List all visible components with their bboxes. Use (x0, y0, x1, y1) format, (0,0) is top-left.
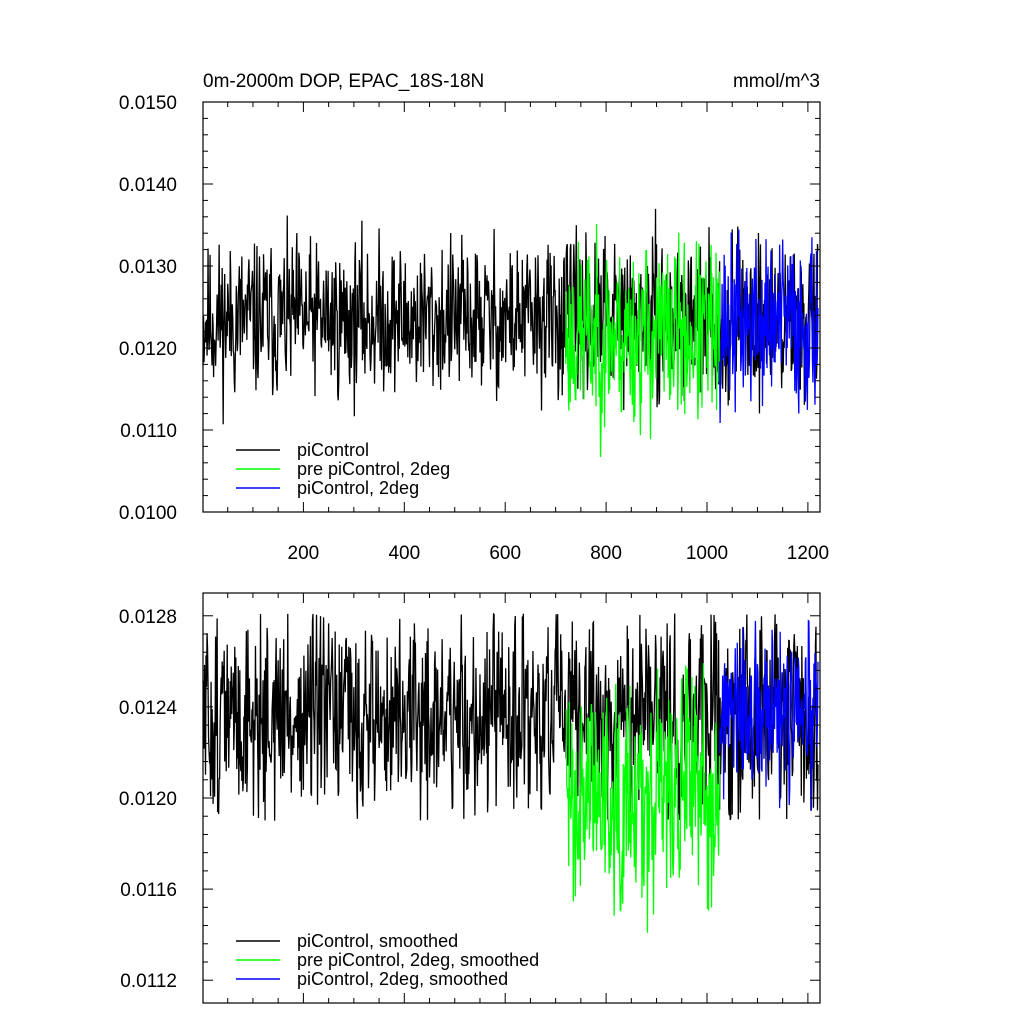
tick-label-layer: 0.0100 0.0110 0.0120 0.0130 0.0140 0.0150 200 4… (119, 93, 829, 564)
series-line-0 (202, 612, 819, 821)
top-panel: 0m-2000m DOP, EPAC_18S-18N mmol/m^3 0.01… (119, 71, 829, 564)
y-tick-label: 0.0130 (119, 257, 177, 278)
series-line-1 (565, 663, 721, 933)
chart-title: 0m-2000m DOP, EPAC_18S-18N (203, 71, 484, 92)
legend-label: pre piControl, 2deg (297, 459, 450, 479)
y-tick-label: 0.0124 (119, 698, 178, 719)
y-tick-label: 0.0110 (120, 421, 177, 442)
y-tick-label: 0.0150 (119, 93, 177, 114)
y-tick-label: 0.0120 (119, 789, 177, 810)
bottom-panel: 0.0112 0.0116 0.0120 0.0124 0.0128 piControl… (119, 592, 821, 1004)
series-layer (202, 612, 819, 933)
y-tick-label: 0.0140 (119, 175, 177, 196)
y-tick-label: 0.0128 (119, 607, 177, 628)
tick-layer (203, 593, 820, 1003)
series-line-2 (718, 229, 819, 424)
x-tick-label: 1200 (787, 543, 829, 564)
legend-label: piControl, smoothed (297, 931, 458, 951)
x-tick-label: 400 (388, 543, 420, 564)
x-tick-label: 1000 (686, 543, 728, 564)
legend-label: piControl (297, 440, 369, 460)
legend-label: piControl, 2deg, smoothed (297, 969, 508, 989)
x-tick-label: 200 (288, 543, 320, 564)
legend-label: pre piControl, 2deg, smoothed (297, 950, 539, 970)
units-label: mmol/m^3 (733, 71, 820, 92)
y-tick-label: 0.0120 (119, 339, 177, 360)
series-line-0 (202, 208, 819, 425)
legend-label: piControl, 2deg (297, 478, 419, 498)
y-tick-label: 0.0116 (120, 880, 177, 901)
series-layer (202, 208, 819, 458)
series-line-1 (565, 223, 721, 458)
y-tick-label: 0.0112 (120, 971, 177, 992)
plot-frame (202, 592, 821, 1004)
tick-label-layer: 0.0112 0.0116 0.0120 0.0124 0.0128 (119, 607, 178, 992)
x-tick-label: 800 (590, 543, 622, 564)
plot-frame (202, 101, 821, 513)
x-tick-label: 600 (489, 543, 521, 564)
y-tick-label: 0.0100 (119, 503, 177, 524)
series-line-2 (718, 619, 819, 811)
